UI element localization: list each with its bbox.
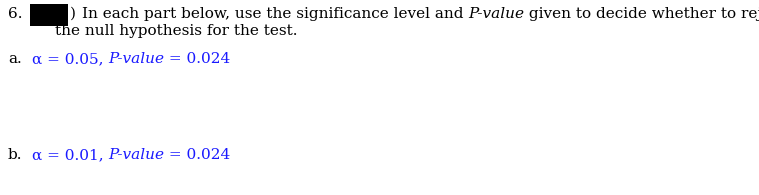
Text: P-value: P-value <box>109 52 165 66</box>
Text: α = 0.05,: α = 0.05, <box>32 52 109 66</box>
Text: P-value: P-value <box>468 7 524 21</box>
Text: a.: a. <box>8 52 22 66</box>
Text: P-value: P-value <box>109 148 165 162</box>
Text: given to decide whether to reject: given to decide whether to reject <box>524 7 759 21</box>
Text: α = 0.01,: α = 0.01, <box>32 148 109 162</box>
Text: the null hypothesis for the test.: the null hypothesis for the test. <box>55 24 298 38</box>
Text: 6.: 6. <box>8 7 23 21</box>
Text: b.: b. <box>8 148 23 162</box>
Bar <box>30 4 68 26</box>
Text: In each part below, use the significance level and: In each part below, use the significance… <box>82 7 468 21</box>
Text: = 0.024: = 0.024 <box>165 148 231 162</box>
Text: ): ) <box>70 7 76 21</box>
Text: = 0.024: = 0.024 <box>165 52 231 66</box>
